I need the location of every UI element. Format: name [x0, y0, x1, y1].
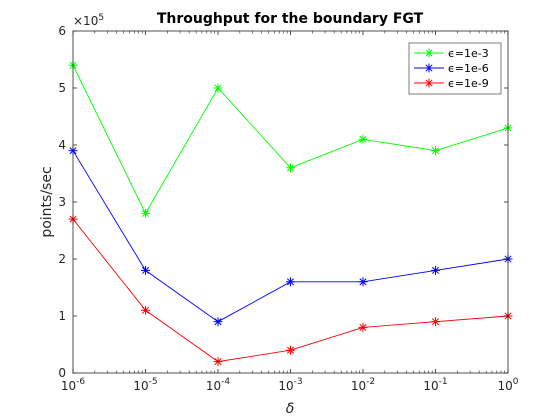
marker-stroke — [141, 266, 150, 274]
legend-label: ϵ=1e-9 — [448, 77, 489, 90]
marker-stroke — [425, 64, 433, 72]
x-tick-base: 10 — [61, 379, 76, 393]
x-tick-base: 10 — [278, 379, 293, 393]
x-tick-base: 10 — [497, 379, 512, 393]
marker-stroke — [431, 147, 440, 155]
x-tick-label: 10-6 — [61, 377, 86, 393]
series-1-point — [213, 83, 223, 93]
x-tick-label: 100 — [497, 377, 518, 393]
y-tick-label: 3 — [58, 195, 66, 209]
series-3-point — [141, 305, 150, 315]
x-tick-label: 10-4 — [206, 377, 231, 393]
x-tick-label: 10-3 — [278, 377, 302, 393]
x-tick-exp: -5 — [149, 377, 158, 387]
marker-stroke — [359, 323, 367, 331]
series-2-point — [358, 277, 368, 287]
marker-stroke — [431, 266, 440, 274]
marker-stroke — [214, 358, 222, 366]
series-2-point — [213, 317, 223, 327]
series-1-point — [431, 146, 440, 156]
series-3-point — [358, 322, 368, 332]
x-tick-base: 10 — [133, 379, 148, 393]
series-2-point — [141, 265, 150, 275]
x-tick-base: 10 — [206, 379, 221, 393]
legend-marker — [424, 63, 434, 73]
marker-stroke — [286, 278, 295, 286]
legend-marker — [424, 48, 434, 58]
y-tick-label: 5 — [58, 81, 66, 95]
marker-stroke — [431, 318, 440, 326]
x-tick-label: 10-5 — [133, 377, 157, 393]
x-tick-label: 10-2 — [351, 377, 375, 393]
y-multiplier-exp: 5 — [98, 13, 104, 23]
marker-stroke — [214, 318, 222, 326]
x-tick-exp: -2 — [366, 377, 375, 387]
y-axis-label: points/sec — [39, 166, 55, 237]
x-axis-label: δ — [286, 401, 295, 417]
series-3-point — [431, 317, 440, 327]
legend-label: ϵ=1e-6 — [448, 62, 489, 75]
legend-label: ϵ=1e-3 — [448, 47, 489, 60]
plot-group — [68, 60, 513, 367]
y-tick-label: 4 — [58, 138, 66, 152]
chart-title: Throughput for the boundary FGT — [157, 11, 424, 27]
x-tick-label: 10-1 — [423, 377, 447, 393]
x-tick-exp: -3 — [294, 377, 303, 387]
series-1-point — [141, 208, 150, 218]
legend: ϵ=1e-3 ϵ=1e-6 ϵ=1e-9 — [408, 42, 502, 95]
series-2-point — [286, 277, 295, 287]
y-multiplier: ×105 — [73, 13, 104, 28]
marker-stroke — [286, 346, 295, 354]
marker-stroke — [359, 135, 367, 143]
marker-stroke — [425, 49, 433, 57]
marker-stroke — [286, 164, 295, 172]
x-tick-exp: -1 — [439, 377, 448, 387]
marker-stroke — [425, 79, 433, 87]
x-tick-exp: 0 — [513, 377, 519, 387]
legend-marker — [424, 78, 434, 88]
series-2-point — [431, 265, 440, 275]
series-1-point — [358, 134, 368, 144]
marker-stroke — [214, 84, 222, 92]
x-tick-base: 10 — [351, 379, 366, 393]
y-multiplier-base: ×10 — [73, 14, 98, 28]
series-3-point — [213, 357, 223, 367]
marker-stroke — [141, 209, 150, 217]
x-tick-exp: -6 — [76, 377, 85, 387]
y-tick-label: 0 — [58, 366, 66, 380]
marker-stroke — [141, 306, 150, 314]
series-1-point — [286, 163, 295, 173]
y-tick-label: 2 — [58, 252, 66, 266]
legend-box — [408, 42, 502, 95]
x-tick-base: 10 — [423, 379, 438, 393]
series-3-point — [286, 345, 295, 355]
marker-stroke — [359, 278, 367, 286]
x-tick-exp: -4 — [221, 377, 230, 387]
y-tick-label: 6 — [58, 24, 66, 38]
y-tick-label: 1 — [58, 309, 66, 323]
